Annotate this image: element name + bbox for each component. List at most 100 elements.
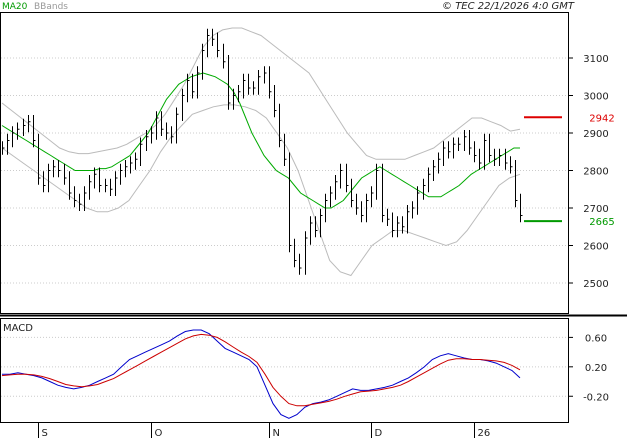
macd-tick-label: -0.20 [583, 392, 609, 403]
price-bar [515, 160, 518, 208]
price-bar [294, 238, 297, 268]
price-bar [182, 88, 185, 121]
price-bar [258, 70, 261, 95]
price-bar [340, 163, 343, 189]
price-bar [253, 81, 256, 95]
level-label: 2942 [589, 113, 614, 124]
price-bar [192, 73, 195, 99]
price-bar [279, 103, 282, 148]
price-bar [120, 163, 123, 185]
price-bar [202, 43, 205, 80]
price-bar [484, 133, 487, 170]
level-label: 2665 [589, 217, 614, 228]
price-bar [156, 111, 159, 140]
price-bar [64, 163, 67, 185]
x-tick-label: D [375, 428, 383, 439]
price-bar [489, 133, 492, 163]
copyright-label: © TEC 22/1/2026 4:0 GMT [442, 1, 575, 12]
price-bar [299, 253, 302, 275]
price-bar [105, 178, 108, 193]
price-bar [458, 137, 461, 151]
price-bar [474, 141, 477, 163]
price-bar [417, 186, 420, 215]
price-bar [505, 148, 508, 170]
price-bar [130, 156, 133, 174]
price-bar [94, 167, 97, 189]
price-bar [315, 216, 318, 238]
price-bar [305, 231, 308, 275]
price-bar [366, 193, 369, 223]
macd-tick-label: 0.60 [585, 333, 607, 344]
price-bar [387, 208, 390, 226]
price-bar [289, 152, 292, 253]
price-bar [330, 186, 333, 208]
x-tick-label: 26 [478, 428, 491, 439]
price-bar [520, 193, 523, 223]
price-bar [433, 160, 436, 181]
price-bar [166, 122, 169, 140]
price-bar [284, 133, 287, 166]
price-bar [228, 55, 231, 110]
price-bar [151, 126, 154, 144]
y-tick-label: 3100 [583, 54, 608, 65]
price-bar [438, 152, 441, 174]
bb-upper-line [1, 27, 521, 160]
price-bar [325, 193, 328, 223]
price-bar [197, 66, 200, 99]
y-tick-label: 3000 [583, 92, 608, 103]
legend-bbands: BBands [34, 2, 68, 12]
price-bar [499, 148, 502, 166]
price-bar [382, 163, 385, 223]
macd-axis: -0.20 0.20 0.60 [568, 333, 609, 403]
price-bar [23, 118, 26, 136]
ma20-line [1, 72, 520, 209]
price-bar [361, 201, 364, 223]
price-bar [115, 171, 118, 196]
price-bar [510, 156, 513, 174]
price-bar [453, 137, 456, 159]
y-tick-label: 2600 [583, 242, 608, 253]
price-bar [33, 115, 36, 148]
price-bar [423, 178, 426, 200]
price-bar [135, 152, 138, 170]
price-bar [274, 85, 277, 118]
price-bar [217, 32, 220, 58]
price-bar [310, 216, 313, 245]
price-bar [223, 43, 226, 69]
price-axis: 2500 2600 2700 2800 2900 3000 3100 [568, 54, 609, 290]
ma20-line [1, 72, 520, 209]
price-bar [12, 126, 15, 148]
price-bar [248, 73, 251, 95]
price-bar [140, 137, 143, 166]
price-bar [494, 148, 497, 166]
price-bar [74, 186, 77, 208]
price-panel-frame [0, 12, 569, 314]
price-bar [264, 66, 267, 84]
y-tick-label: 2700 [583, 204, 608, 215]
y-tick-label: 2800 [583, 167, 608, 178]
price-bar [89, 175, 92, 200]
price-bar [243, 73, 246, 99]
macd-series-line [1, 333, 521, 407]
price-levels: 2942 2665 [524, 113, 615, 228]
price-bar [176, 107, 179, 144]
macd-panel-frame [0, 318, 569, 423]
price-bar [171, 126, 174, 144]
price-bar [335, 175, 338, 200]
price-bar [269, 66, 272, 99]
price-bar [371, 186, 374, 208]
price-bars [2, 28, 523, 275]
price-bar [99, 167, 102, 193]
price-bar [412, 201, 415, 219]
price-bar [233, 88, 236, 110]
macd-grid [1, 336, 568, 397]
bb-lower-line [1, 104, 521, 277]
macd-lines [1, 329, 521, 419]
price-bar [356, 193, 359, 215]
price-bar [38, 133, 41, 185]
price-bar [207, 28, 210, 58]
price-bar [469, 130, 472, 155]
price-bar [376, 163, 379, 200]
price-bar [110, 178, 113, 196]
